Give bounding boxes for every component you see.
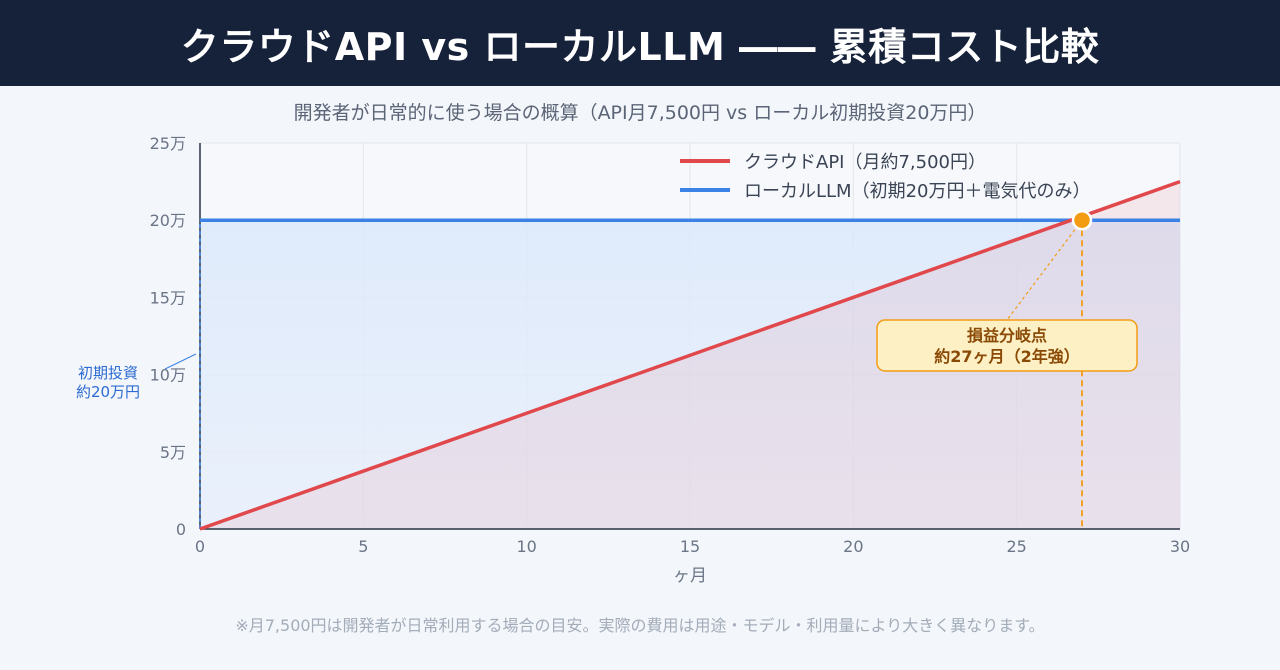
y-tick-label: 10万 [150,366,186,385]
breakeven-label: 損益分岐点 [967,326,1047,345]
initial-note-line2: 約20万円 [76,383,140,401]
initial-note-leader [164,353,197,370]
x-tick-label: 30 [1170,537,1190,556]
chart-subtitle: 開発者が日常的に使う場合の概算（API月7,500円 vs ローカル初期投資20… [293,102,987,124]
x-tick-label: 15 [680,537,700,556]
legend-entry: クラウドAPI（月約7,500円） [744,152,986,173]
y-tick-label: 20万 [150,211,186,230]
y-tick-label: 5万 [160,443,186,462]
x-axis-title: ヶ月 [673,566,707,586]
legend: クラウドAPI（月約7,500円） ローカルLLM（初期20万円＋電気代のみ） [680,152,1091,202]
y-tick-label: 25万 [150,134,186,153]
breakeven-marker [1071,209,1093,231]
footnote: ※月7,500円は開発者が日常利用する場合の目安。実際の費用は用途・モデル・利用… [235,616,1045,635]
tick-labels: 0 5万 10万 15万 20万 25万 0 5 10 15 20 25 30 ヶ月 [150,134,1191,586]
x-tick-label: 5 [358,537,368,556]
page-title: クラウドAPI vs ローカルLLM ―― 累積コスト比較 [180,24,1100,69]
x-tick-label: 10 [516,537,536,556]
x-tick-label: 0 [195,537,205,556]
breakeven-leader-line [1006,219,1083,321]
x-tick-label: 25 [1006,537,1026,556]
breakeven-detail: 約27ヶ月（2年強） [934,347,1079,366]
header-bar: クラウドAPI vs ローカルLLM ―― 累積コスト比較 [0,0,1280,86]
y-tick-label: 0 [176,520,186,539]
local-area-fill [200,220,1180,529]
y-tick-label: 15万 [150,288,186,307]
legend-entry: ローカルLLM（初期20万円＋電気代のみ） [744,181,1091,202]
cloud-series-line [199,179,1181,531]
breakeven-callout-box [876,319,1138,372]
series-lines [199,179,1181,531]
initial-note-line1: 初期投資 [78,364,138,382]
x-tick-label: 20 [843,537,863,556]
